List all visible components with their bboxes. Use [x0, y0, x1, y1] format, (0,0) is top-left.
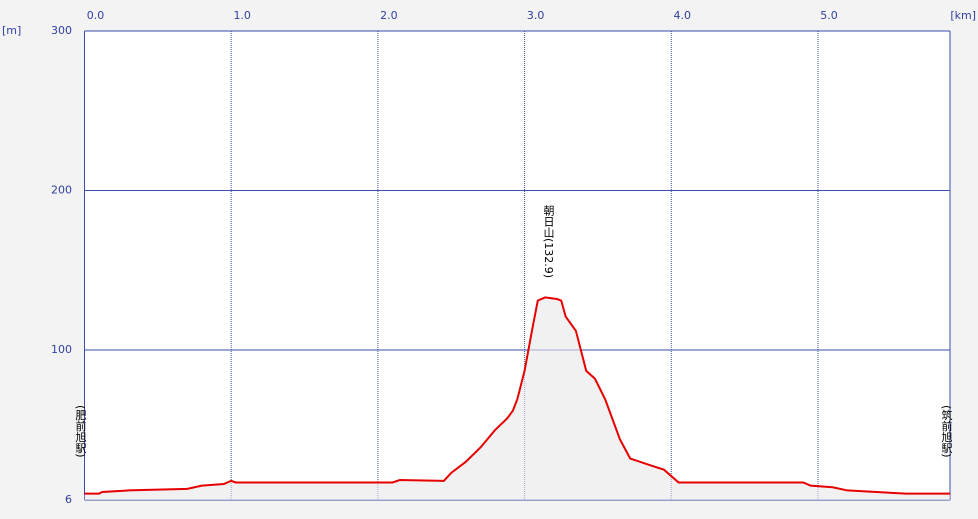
annotation: 朝日山(132.9) [542, 205, 555, 278]
x-tick-label: 2.0 [380, 9, 398, 22]
y-tick-label: 200 [51, 184, 72, 197]
x-tick-label: 0.0 [87, 9, 105, 22]
y-tick-label: 100 [51, 343, 72, 356]
x-tick-label: 3.0 [527, 9, 545, 22]
y-tick-label: 300 [51, 24, 72, 37]
y-axis-label: [m] [2, 24, 21, 37]
x-tick-label: 1.0 [233, 9, 251, 22]
annotation: (筑前旭駅) [940, 405, 953, 458]
line [84, 296, 950, 495]
annotation: (肥前旭駅) [74, 405, 87, 458]
x-tick-label: 4.0 [674, 9, 692, 22]
x-tick-label: 5.0 [820, 9, 838, 22]
x-axis-label: [km] [950, 9, 976, 22]
area [84, 297, 950, 500]
y-tick-label: 6 [65, 493, 72, 506]
